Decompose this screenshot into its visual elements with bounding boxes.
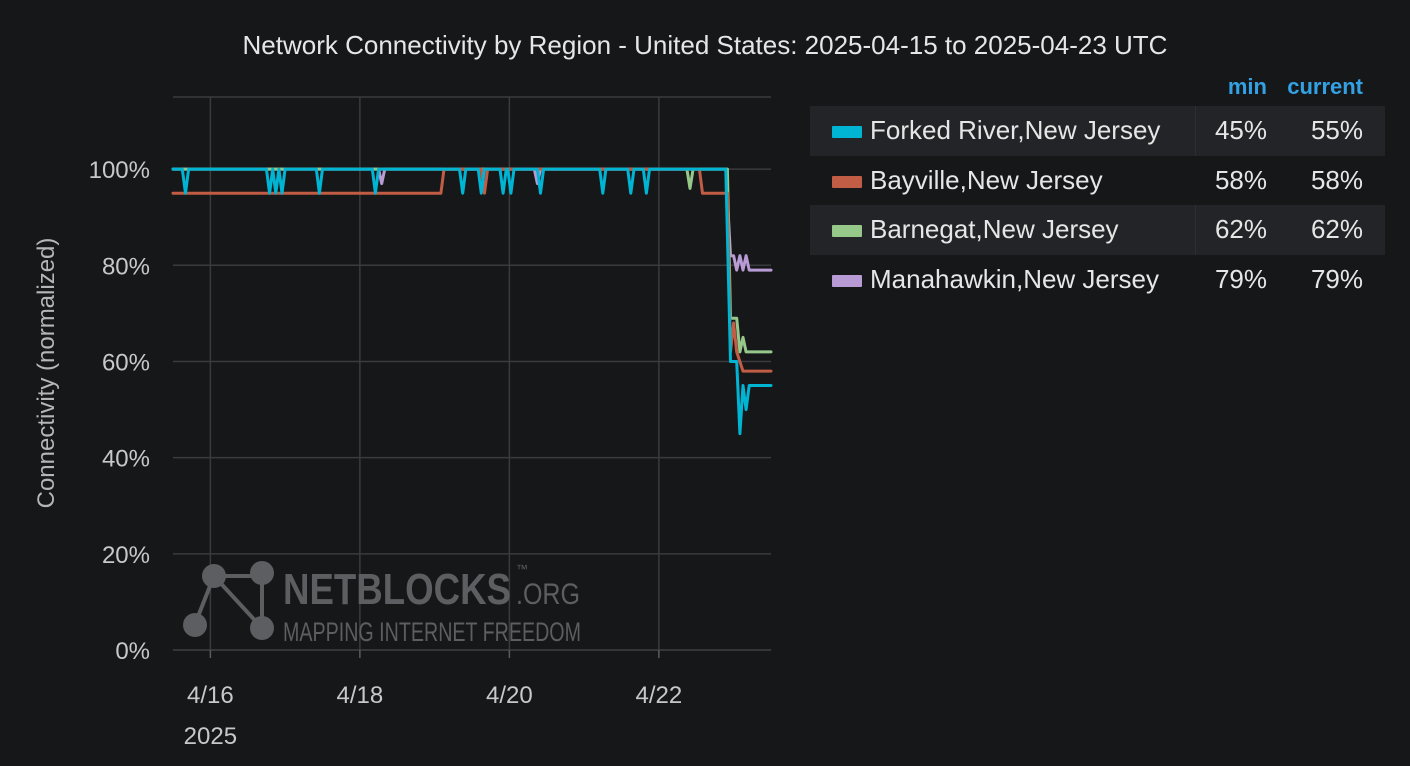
legend-current-header[interactable]: current [1287,74,1363,99]
watermark-suffix: .ORG [516,578,580,611]
netblocks-logo-icon [183,561,274,640]
y-axis-title: Connectivity (normalized) [33,238,60,509]
x-tick-label: 4/18 [337,682,384,709]
x-tick-label: 4/16 [187,682,234,709]
legend-current-value: 55% [1310,115,1363,145]
y-axis-ticks: 0% 20% 40% 60% 80% 100% [89,157,150,665]
netblocks-watermark: NETBLOCKS ™ .ORG MAPPING INTERNET FREEDO… [183,561,581,647]
series-line[interactable] [171,167,773,436]
legend-min-value: 58% [1214,164,1267,195]
legend-min-value: 79% [1214,263,1267,294]
legend-item[interactable]: Forked River,New Jersey 45% 55% [810,106,1385,156]
chart-title: Network Connectivity by Region - United … [242,30,1168,60]
x-tick-label: 4/22 [636,682,683,709]
series-lines [171,167,773,436]
plot-area: NETBLOCKS ™ .ORG MAPPING INTERNET FREEDO… [33,96,773,750]
series-color-swatch [832,175,862,188]
series-color-swatch [832,274,862,287]
legend-series-name: Barnegat,New Jersey [870,214,1119,244]
legend-series-name: Bayville,New Jersey [870,164,1103,195]
y-tick-label: 80% [102,253,150,280]
legend-min-value: 62% [1214,214,1267,244]
legend-series-name: Forked River,New Jersey [870,115,1161,145]
legend-header: min current [810,74,1385,106]
legend-current-value: 79% [1310,263,1363,294]
legend-current-value: 58% [1310,164,1363,195]
legend-series-name: Manahawkin,New Jersey [870,263,1160,294]
y-tick-label: 0% [115,638,150,665]
watermark-tagline: MAPPING INTERNET FREEDOM [283,617,581,647]
x-tick-label: 4/20 [486,682,533,709]
y-tick-label: 20% [102,542,150,569]
legend-item[interactable]: Manahawkin,New Jersey 79% 79% [810,255,1385,305]
x-axis-ticks: 4/16 2025 4/18 4/20 4/22 [184,650,683,750]
series-color-swatch [832,126,862,138]
legend-current-value: 62% [1310,214,1363,244]
legend: min current Forked River,New Jersey 45% … [810,74,1385,304]
legend-item[interactable]: Bayville,New Jersey 58% 58% [810,156,1385,206]
y-tick-label: 100% [89,157,150,184]
legend-min-value: 45% [1214,115,1267,145]
watermark-tm: ™ [516,562,528,576]
watermark-brand: NETBLOCKS [283,565,511,614]
series-line[interactable] [171,167,773,354]
legend-min-header[interactable]: min [1227,74,1267,99]
y-tick-label: 40% [102,446,150,473]
legend-item[interactable]: Barnegat,New Jersey 62% 62% [810,205,1385,255]
series-line[interactable] [171,167,773,272]
y-tick-label: 60% [102,349,150,376]
x-tick-year-label: 2025 [184,723,237,750]
series-color-swatch [832,225,862,237]
grid [173,96,771,651]
series-line[interactable] [171,167,773,373]
